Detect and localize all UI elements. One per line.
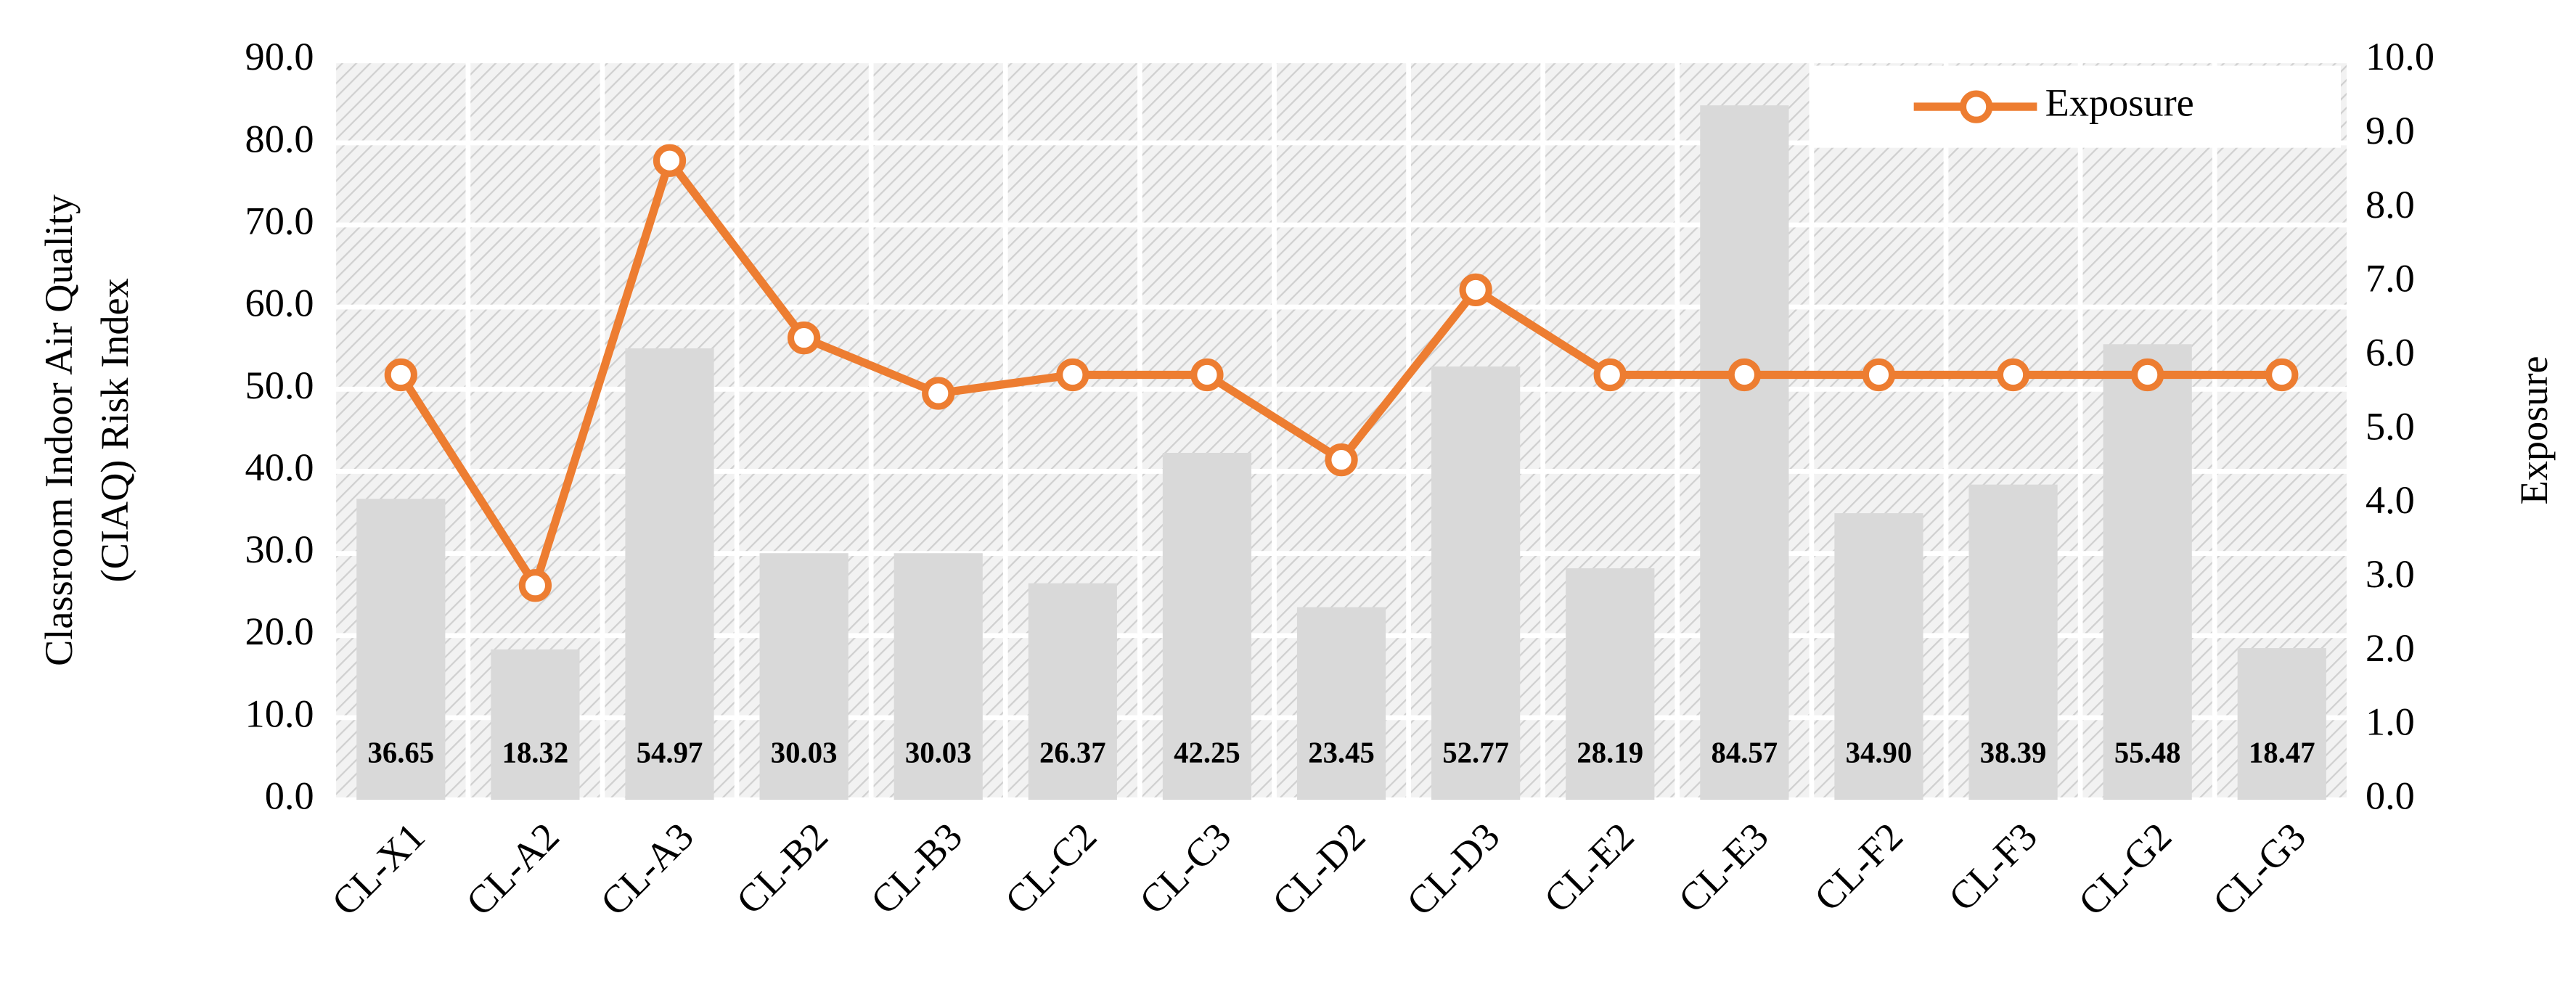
x-tick-label: CL-G3: [2204, 814, 2314, 924]
x-tick-label: CL-D2: [1264, 814, 1373, 924]
line-marker: [653, 144, 687, 177]
x-tick-label: CL-X1: [324, 814, 433, 924]
bar: [625, 348, 714, 800]
y2-tick-label: 1.0: [2366, 700, 2415, 744]
legend-label: Exposure: [2045, 81, 2194, 125]
value-label: 34.90: [1846, 736, 1913, 769]
y-axis-title: Classroom Indoor Air Quality: [37, 194, 81, 666]
y-tick-label: 70.0: [245, 199, 314, 242]
value-label: 55.48: [2114, 736, 2181, 769]
x-tick-label: CL-B2: [728, 814, 836, 922]
line-marker: [1727, 358, 1761, 392]
bar: [1162, 452, 1252, 800]
y2-tick-label: 8.0: [2366, 183, 2415, 226]
value-label: 36.65: [367, 736, 434, 769]
x-tick-label: CL-C3: [1131, 814, 1239, 922]
value-label: 52.77: [1442, 736, 1509, 769]
y-tick-label: 0.0: [265, 774, 314, 817]
line-marker: [384, 358, 417, 392]
y-axis-title: (CIAQ) Risk Index: [93, 278, 136, 582]
legend-box: [1812, 65, 2342, 148]
x-tick-label: CL-G2: [2070, 814, 2180, 924]
x-tick-label: CL-D3: [1398, 814, 1508, 924]
y-tick-label: 20.0: [245, 610, 314, 653]
bar: [1968, 484, 2058, 800]
line-marker: [922, 377, 955, 410]
y2-tick-label: 7.0: [2366, 257, 2415, 300]
y-tick-label: 30.0: [245, 528, 314, 571]
x-tick-label: CL-E2: [1536, 814, 1643, 921]
line-marker: [1056, 358, 1089, 392]
line-marker: [2131, 358, 2164, 392]
bar: [356, 499, 446, 800]
value-label: 42.25: [1174, 736, 1240, 769]
line-marker: [2265, 358, 2299, 392]
bar: [2237, 648, 2326, 800]
y-tick-label: 40.0: [245, 446, 314, 489]
line-marker: [1325, 443, 1358, 477]
line-marker: [1996, 358, 2030, 392]
value-label: 18.47: [2249, 736, 2315, 769]
y2-tick-label: 2.0: [2366, 626, 2415, 670]
bar: [1834, 513, 1923, 800]
y2-tick-label: 6.0: [2366, 331, 2415, 374]
bar: [1700, 105, 1789, 800]
bar: [1028, 583, 1117, 800]
y-tick-label: 90.0: [245, 35, 314, 78]
y2-tick-label: 5.0: [2366, 404, 2415, 448]
x-tick-label: CL-E3: [1670, 814, 1777, 921]
y2-tick-label: 3.0: [2366, 552, 2415, 596]
line-marker: [518, 569, 552, 602]
bar: [759, 553, 849, 800]
y-tick-label: 10.0: [245, 692, 314, 735]
value-label: 26.37: [1039, 736, 1106, 769]
bar: [1566, 568, 1655, 800]
value-label: 23.45: [1308, 736, 1375, 769]
y2-tick-label: 0.0: [2366, 774, 2415, 817]
bar: [2103, 344, 2192, 800]
line-marker: [1459, 273, 1492, 307]
y2-axis-title: Exposure: [2512, 356, 2556, 504]
legend-marker: [1960, 90, 1993, 123]
x-tick-label: CL-C2: [997, 814, 1105, 922]
x-tick-label: CL-A2: [458, 814, 568, 924]
value-label: 84.57: [1712, 736, 1778, 769]
line-marker: [787, 321, 821, 355]
line-marker: [1190, 358, 1224, 392]
line-marker: [1862, 358, 1896, 392]
value-label: 38.39: [1980, 736, 2047, 769]
x-tick-label: CL-F2: [1806, 814, 1911, 920]
y-tick-label: 80.0: [245, 117, 314, 160]
value-label: 30.03: [905, 736, 972, 769]
value-label: 30.03: [771, 736, 838, 769]
bar: [491, 649, 580, 800]
line-marker: [1593, 358, 1627, 392]
x-tick-label: CL-A3: [592, 814, 702, 924]
y2-tick-label: 9.0: [2366, 109, 2415, 152]
bar: [1296, 607, 1386, 800]
y-tick-label: 60.0: [245, 282, 314, 325]
bar: [894, 553, 983, 800]
x-tick-label: CL-F3: [1940, 814, 2045, 920]
y-tick-label: 50.0: [245, 364, 314, 407]
value-label: 28.19: [1577, 736, 1643, 769]
y2-tick-label: 10.0: [2366, 35, 2434, 78]
x-tick-label: CL-B3: [862, 814, 970, 922]
value-label: 54.97: [637, 736, 703, 769]
value-label: 18.32: [502, 736, 569, 769]
y2-tick-label: 4.0: [2366, 478, 2415, 522]
bar: [1431, 366, 1521, 800]
